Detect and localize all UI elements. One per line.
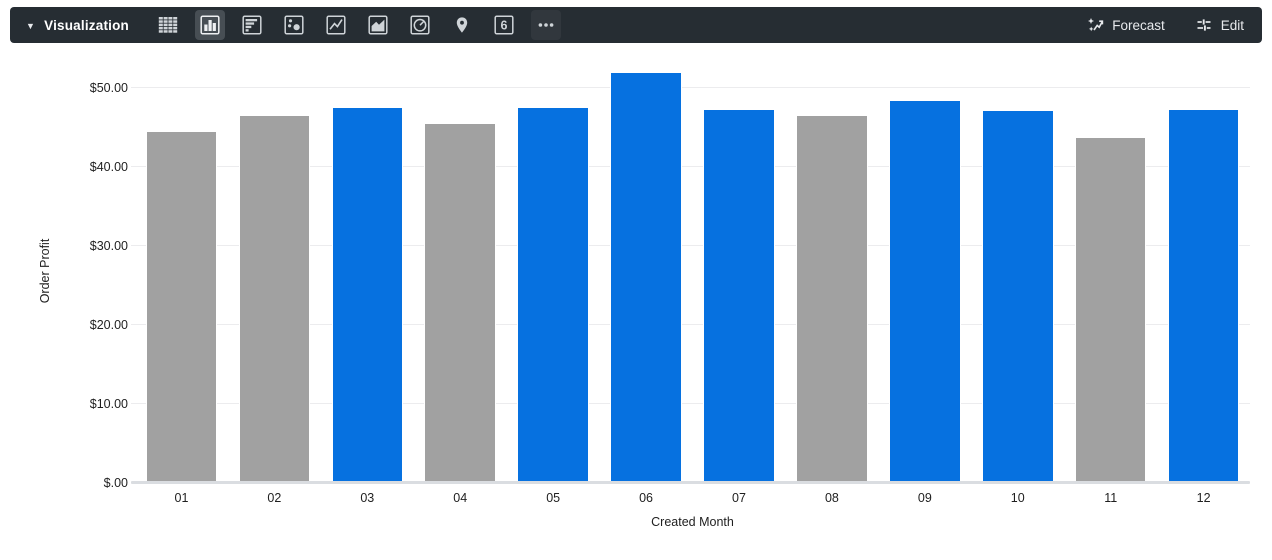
y-tick-label: $20.00 [89, 317, 128, 332]
bar-month-02[interactable] [238, 115, 311, 483]
y-tick-label: $30.00 [89, 238, 128, 253]
y-tick-label: $.00 [103, 476, 128, 490]
x-tick-label: 11 [1104, 491, 1118, 505]
viz-type-single-value-button[interactable]: 6 [489, 10, 519, 40]
viz-type-column-chart-button[interactable] [194, 10, 225, 40]
more-options-icon [538, 23, 554, 27]
toolbar-left-group: ▼ Visualization 6 [26, 7, 561, 43]
bar-slot [414, 60, 507, 483]
bar-slot [507, 60, 600, 483]
table-icon [158, 17, 178, 33]
viz-type-line-chart-button[interactable] [321, 10, 351, 40]
x-tick-label: 04 [453, 491, 468, 505]
plot-area [131, 60, 1250, 484]
edit-button[interactable]: Edit [1195, 16, 1244, 34]
caret-down-icon: ▼ [26, 20, 36, 31]
y-tick-label: $10.00 [89, 396, 128, 411]
forecast-button[interactable]: Forecast [1086, 16, 1165, 34]
y-axis-ticks: $.00 $10.00 $20.00 $30.00 $40.00 $50.00 [0, 60, 128, 490]
visualization-toolbar: ▼ Visualization 6 [10, 7, 1262, 43]
chart-type-selector: 6 [153, 10, 561, 40]
x-tick-label: 07 [732, 491, 746, 505]
viz-type-pie-chart-button[interactable] [405, 10, 435, 40]
toolbar-title: Visualization [44, 17, 129, 33]
tune-icon [1197, 19, 1211, 31]
column-chart-icon [200, 15, 220, 35]
bar-month-08[interactable] [796, 114, 868, 483]
x-tick-label: 03 [360, 491, 375, 505]
gridline [131, 86, 1250, 88]
bar-slot [321, 60, 414, 483]
svg-text:6: 6 [501, 19, 508, 33]
line-chart-icon [326, 15, 346, 35]
viz-type-table-button[interactable] [153, 10, 183, 40]
viz-type-more-options-button[interactable] [530, 10, 561, 40]
x-tick-label: 10 [1010, 491, 1025, 505]
bar-slot [228, 60, 321, 483]
bar-month-06[interactable] [610, 71, 682, 483]
x-tick-label: 05 [546, 491, 561, 505]
pie-chart-icon [410, 15, 430, 35]
viz-type-map-pin-button[interactable] [447, 10, 477, 40]
x-tick-label: 06 [639, 491, 654, 505]
map-pin-icon [456, 17, 468, 33]
bar-month-11[interactable] [1074, 137, 1147, 483]
bar-chart: Order Profit $.00 $10.00 $20.00 $30.00 $40.0… [0, 48, 1272, 560]
area-chart-icon [368, 15, 388, 35]
x-tick-label: 08 [824, 491, 839, 505]
gridline [131, 402, 1250, 404]
bar-month-01[interactable] [145, 131, 218, 483]
bar-month-04[interactable] [424, 123, 496, 483]
x-axis-line [131, 481, 1250, 484]
scatter-plot-icon [284, 15, 304, 35]
bars-container [135, 60, 1250, 483]
bar-month-03[interactable] [331, 107, 404, 483]
bar-chart-horizontal-icon [242, 15, 262, 35]
x-axis-title: Created Month [651, 515, 734, 529]
bar-slot [1064, 60, 1157, 483]
viz-type-scatter-plot-button[interactable] [279, 10, 309, 40]
bar-slot [971, 60, 1064, 483]
bar-month-12[interactable] [1167, 109, 1240, 483]
viz-type-bar-chart-horizontal-button[interactable] [237, 10, 267, 40]
y-tick-label: $40.00 [89, 159, 128, 174]
bar-slot [135, 60, 228, 483]
gridline [131, 165, 1250, 167]
x-tick-label: 09 [917, 491, 932, 505]
y-tick-label: $50.00 [89, 80, 128, 95]
bar-month-05[interactable] [517, 107, 589, 483]
bar-month-10[interactable] [981, 109, 1054, 483]
gridline [131, 323, 1250, 325]
visualization-collapse-button[interactable]: ▼ Visualization [26, 18, 129, 33]
forecast-label: Forecast [1112, 17, 1165, 33]
bar-slot [600, 60, 693, 483]
x-tick-label: 02 [267, 491, 282, 505]
forecast-sparkline-icon [1088, 18, 1104, 32]
x-axis-labels: 01 02 03 04 05 06 07 08 09 10 11 12 [135, 491, 1250, 505]
viz-type-area-chart-button[interactable] [363, 10, 393, 40]
gridline [131, 244, 1250, 246]
single-value-icon: 6 [494, 15, 514, 35]
bar-slot [878, 60, 971, 483]
bar-month-07[interactable] [703, 109, 775, 483]
bar-slot [785, 60, 878, 483]
toolbar-right-group: Forecast Edit [1086, 16, 1244, 34]
bar-slot [1157, 60, 1250, 483]
x-tick-label: 12 [1196, 491, 1211, 505]
x-tick-label: 01 [174, 491, 189, 505]
edit-label: Edit [1220, 17, 1244, 33]
bar-slot [693, 60, 786, 483]
bar-month-09[interactable] [889, 99, 961, 483]
